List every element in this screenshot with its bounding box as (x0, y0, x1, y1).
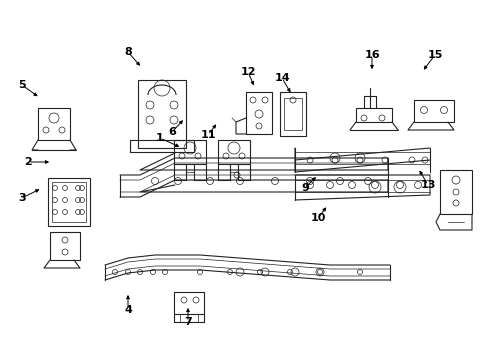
Bar (355, 108, 391, 122)
Text: 11: 11 (200, 130, 215, 140)
Bar (52, 182, 86, 222)
Bar (284, 98, 302, 130)
Bar (413, 100, 453, 122)
Text: 4: 4 (124, 305, 132, 315)
Text: 10: 10 (310, 213, 325, 223)
Bar (280, 92, 305, 136)
Bar (174, 140, 205, 164)
Bar (138, 80, 185, 140)
Text: 8: 8 (124, 47, 132, 57)
Bar (174, 292, 203, 314)
Text: 13: 13 (420, 180, 435, 190)
Text: 12: 12 (240, 67, 255, 77)
Text: 14: 14 (274, 73, 289, 83)
Bar (245, 92, 271, 134)
Bar (48, 178, 90, 226)
Text: 7: 7 (184, 317, 191, 327)
Text: 5: 5 (18, 80, 26, 90)
Text: 2: 2 (24, 157, 32, 167)
Bar (218, 140, 249, 164)
Text: 6: 6 (168, 127, 176, 137)
Text: 3: 3 (18, 193, 26, 203)
Text: 9: 9 (301, 183, 308, 193)
Bar (38, 108, 70, 140)
Text: 1: 1 (156, 133, 163, 143)
Text: 16: 16 (364, 50, 379, 60)
Bar (50, 232, 80, 260)
Bar (439, 170, 471, 214)
Text: 15: 15 (427, 50, 442, 60)
